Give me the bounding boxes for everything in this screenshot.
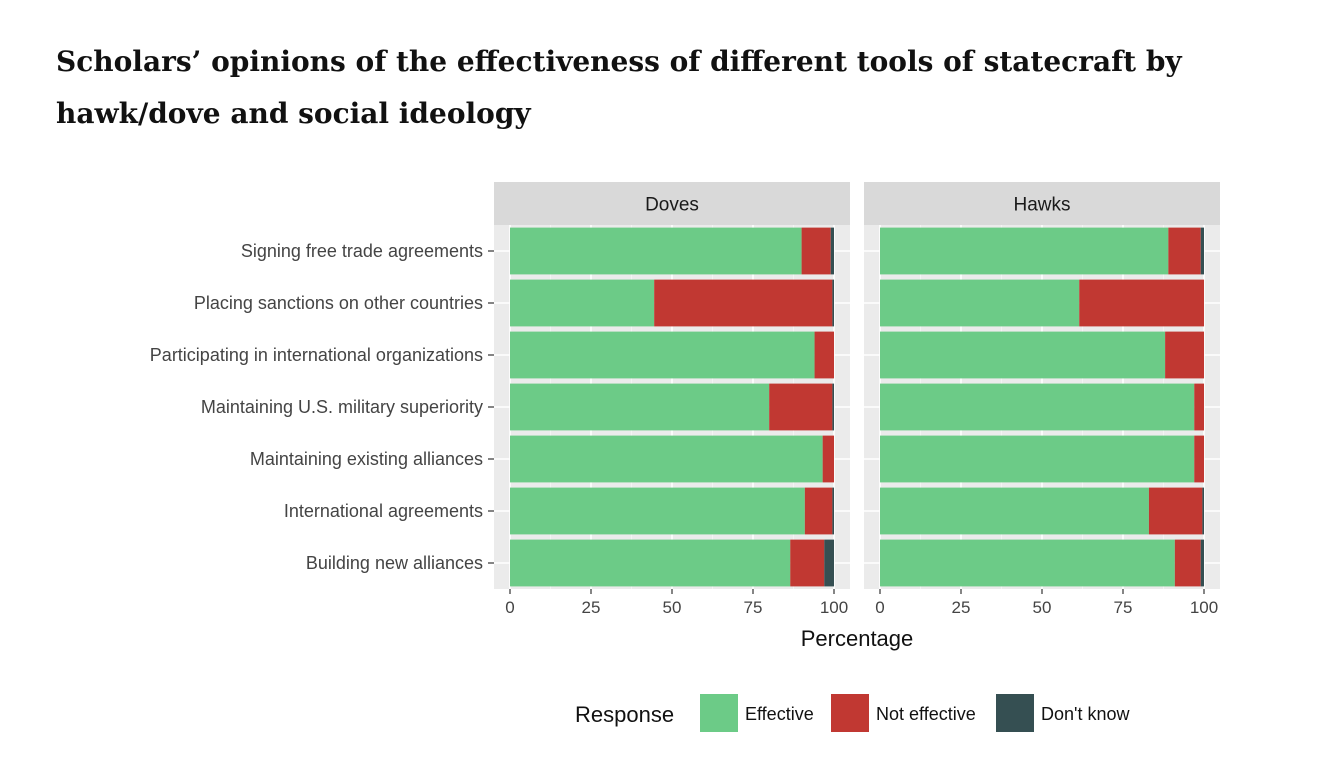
- bar-doves-don-t-know: [832, 279, 834, 327]
- bar-hawks-not-effective: [1148, 487, 1203, 535]
- bar-hawks-effective: [880, 331, 1166, 379]
- bar-doves-not-effective: [814, 331, 834, 379]
- bar-doves-not-effective: [804, 487, 833, 535]
- bar-hawks-not-effective: [1168, 227, 1201, 275]
- bar-doves-don-t-know: [832, 487, 834, 535]
- bar-hawks-not-effective: [1174, 539, 1201, 587]
- legend-label-effective: Effective: [745, 704, 814, 724]
- bar-hawks-not-effective: [1165, 331, 1204, 379]
- panel-strip: [864, 182, 1220, 225]
- bar-doves-don-t-know: [830, 227, 834, 275]
- bar-hawks-effective: [880, 227, 1169, 275]
- x-axis-title: Percentage: [801, 626, 914, 651]
- bar-hawks-effective: [880, 435, 1195, 483]
- bar-hawks-not-effective: [1194, 435, 1204, 483]
- bar-hawks-don-t-know: [1200, 539, 1204, 587]
- bar-hawks-effective: [880, 279, 1080, 327]
- bar-hawks-don-t-know: [1200, 227, 1204, 275]
- legend-key-don-t-know: [996, 694, 1034, 732]
- bar-doves-effective: [510, 227, 802, 275]
- x-tick-label: 50: [663, 598, 682, 617]
- chart-title: Scholars’ opinions of the effectiveness …: [56, 45, 1182, 130]
- bar-hawks-don-t-know: [1202, 487, 1204, 535]
- x-tick-label: 75: [744, 598, 763, 617]
- x-tick-label: 0: [505, 598, 514, 617]
- y-category-label: Placing sanctions on other countries: [194, 293, 483, 313]
- y-category-label: Maintaining U.S. military superiority: [201, 397, 483, 417]
- x-tick-label: 100: [1190, 598, 1218, 617]
- y-category-label: Building new alliances: [306, 553, 483, 573]
- y-category-label: International agreements: [284, 501, 483, 521]
- legend-title: Response: [575, 702, 674, 727]
- bar-doves-don-t-know: [824, 539, 834, 587]
- legend-key-not-effective: [831, 694, 869, 732]
- bar-doves-effective: [510, 487, 805, 535]
- panel-strip-label: Hawks: [1013, 195, 1070, 216]
- x-tick-label: 0: [875, 598, 884, 617]
- y-category-label: Signing free trade agreements: [241, 241, 483, 261]
- bar-doves-not-effective: [654, 279, 833, 327]
- legend-label-not-effective: Not effective: [876, 704, 976, 724]
- bar-doves-effective: [510, 383, 770, 431]
- bar-doves-effective: [510, 279, 655, 327]
- bar-doves-not-effective: [790, 539, 825, 587]
- legend-key-effective: [700, 694, 738, 732]
- panel-strip: [494, 182, 850, 225]
- x-tick-label: 75: [1114, 598, 1133, 617]
- bar-doves-don-t-know: [832, 383, 834, 431]
- bar-hawks-not-effective: [1194, 383, 1204, 431]
- bar-hawks-effective: [880, 487, 1149, 535]
- panel-strip-label: Doves: [645, 195, 699, 216]
- bar-doves-not-effective: [769, 383, 833, 431]
- x-tick-label: 100: [820, 598, 848, 617]
- x-tick-label: 25: [952, 598, 971, 617]
- legend-label-don-t-know: Don't know: [1041, 704, 1130, 724]
- bar-doves-not-effective: [801, 227, 831, 275]
- y-category-label: Participating in international organizat…: [150, 345, 483, 365]
- bar-doves-effective: [510, 435, 823, 483]
- y-category-label: Maintaining existing alliances: [250, 449, 483, 469]
- x-tick-label: 50: [1033, 598, 1052, 617]
- bar-doves-effective: [510, 331, 815, 379]
- x-tick-label: 25: [582, 598, 601, 617]
- bar-doves-not-effective: [822, 435, 834, 483]
- bar-hawks-not-effective: [1079, 279, 1204, 327]
- bar-hawks-effective: [880, 383, 1195, 431]
- bar-hawks-effective: [880, 539, 1175, 587]
- bar-doves-effective: [510, 539, 791, 587]
